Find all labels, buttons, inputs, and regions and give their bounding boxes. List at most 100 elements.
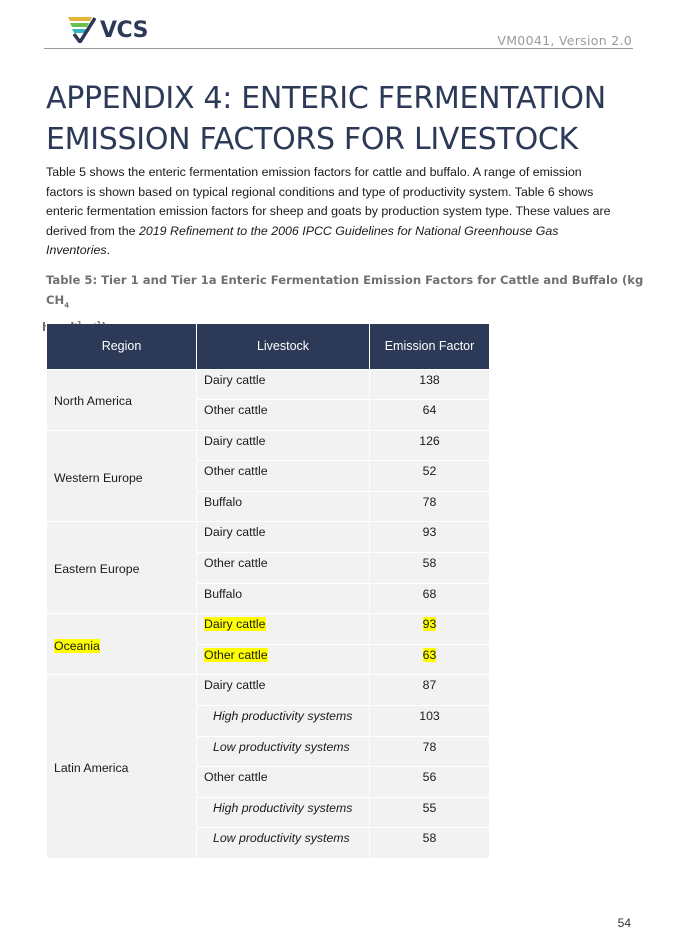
region-label: Oceania xyxy=(54,638,100,653)
table-row: Low productivity systems 58 xyxy=(47,827,490,859)
livestock-cell: Dairy cattle xyxy=(196,368,370,401)
emission-factor-cell: 93 xyxy=(369,613,490,645)
emission-factor-value: 87 xyxy=(422,678,437,693)
region-label: Latin America xyxy=(54,761,129,776)
region-cell: Oceania xyxy=(46,613,197,676)
livestock-cell: Other cattle xyxy=(196,552,370,584)
emission-factor-cell: 87 xyxy=(369,674,490,707)
region-label: Western Europe xyxy=(54,470,143,485)
emission-factor-value: 103 xyxy=(419,709,440,724)
livestock-label: Buffalo xyxy=(204,586,243,601)
page-title: APPENDIX 4: ENTERIC FERMENTATION EMISSIO… xyxy=(46,81,606,157)
emission-factor-value: 63 xyxy=(422,647,437,662)
intro-end: . xyxy=(106,243,111,257)
livestock-cell: Dairy cattle xyxy=(196,429,370,462)
header-livestock: Livestock xyxy=(196,324,370,370)
emission-factor-cell: 138 xyxy=(369,368,490,401)
table-header-row: Region Livestock Emission Factor xyxy=(46,324,490,370)
livestock-label: Dairy cattle xyxy=(204,678,266,693)
livestock-label: Low productivity systems xyxy=(213,831,350,846)
emission-factor-cell: 58 xyxy=(369,827,490,859)
region-cell: North America xyxy=(46,368,197,431)
emission-factor-cell: 52 xyxy=(369,460,490,492)
emission-factor-cell: 78 xyxy=(369,490,490,523)
livestock-label: Dairy cattle xyxy=(204,525,266,540)
livestock-label: Dairy cattle xyxy=(204,617,266,632)
livestock-cell: High productivity systems xyxy=(196,796,370,829)
intro-paragraph: Table 5 shows the enteric fermentation e… xyxy=(46,163,616,261)
emission-factor-value: 58 xyxy=(422,556,437,571)
table-row: Oceania Dairy cattle 93 xyxy=(46,613,490,676)
emission-factor-cell: 56 xyxy=(369,766,490,798)
region-label: Eastern Europe xyxy=(54,562,140,577)
emission-factor-value: 55 xyxy=(422,800,437,815)
livestock-label: High productivity systems xyxy=(213,800,353,815)
emission-factor-table: Region Livestock Emission Factor North A… xyxy=(46,324,490,859)
emission-factor-value: 52 xyxy=(422,464,437,479)
emission-factor-cell: 78 xyxy=(369,735,490,768)
region-cell: Latin America xyxy=(46,674,197,859)
livestock-cell: Other cattle xyxy=(196,460,370,492)
emission-factor-value: 78 xyxy=(422,739,437,754)
region-cell: Western Europe xyxy=(46,429,197,523)
region-label: North America xyxy=(54,394,132,409)
livestock-cell: High productivity systems xyxy=(196,705,370,737)
emission-factor-cell: 63 xyxy=(369,643,490,676)
vcs-logo-icon xyxy=(68,17,96,43)
page-number: 54 xyxy=(617,916,631,930)
livestock-label: Low productivity systems xyxy=(213,739,350,754)
table-row: Other cattle 64 xyxy=(47,399,490,431)
livestock-cell: Buffalo xyxy=(196,582,370,615)
table-row: Low productivity systems 78 xyxy=(47,735,490,768)
vcs-logo: VCS xyxy=(68,17,148,43)
livestock-cell: Buffalo xyxy=(196,490,370,523)
emission-factor-value: 56 xyxy=(422,770,437,785)
table-row: Western Europe Dairy cattle 126 xyxy=(46,429,490,523)
table-row: Eastern Europe Dairy cattle 93 xyxy=(46,521,490,615)
logo-text: VCS xyxy=(100,17,148,43)
livestock-label: Other cattle xyxy=(204,464,268,479)
emission-factor-cell: 64 xyxy=(369,399,490,431)
livestock-cell: Low productivity systems xyxy=(196,735,370,768)
emission-factor-cell: 126 xyxy=(369,429,490,462)
livestock-label: Buffalo xyxy=(204,494,243,509)
livestock-label: High productivity systems xyxy=(213,709,353,724)
emission-factor-value: 78 xyxy=(422,494,437,509)
emission-factor-value: 138 xyxy=(419,372,440,387)
document-version: VM0041, Version 2.0 xyxy=(497,33,632,48)
livestock-cell: Dairy cattle xyxy=(196,521,370,554)
livestock-cell: Other cattle xyxy=(196,399,370,431)
livestock-label: Other cattle xyxy=(204,647,268,662)
header-divider xyxy=(44,48,633,49)
livestock-cell: Low productivity systems xyxy=(196,827,370,859)
emission-factor-value: 64 xyxy=(422,403,437,418)
livestock-cell: Other cattle xyxy=(196,766,370,798)
caption-sub: 4 xyxy=(64,300,70,309)
table-row: Buffalo 78 xyxy=(47,490,490,523)
emission-factor-value: 93 xyxy=(422,525,437,540)
livestock-label: Other cattle xyxy=(204,770,268,785)
emission-factor-value: 68 xyxy=(422,586,437,601)
emission-factor-cell: 93 xyxy=(369,521,490,554)
livestock-cell: Other cattle xyxy=(196,643,370,676)
emission-factor-cell: 103 xyxy=(369,705,490,737)
intro-text: Table 5 shows the enteric fermentation e… xyxy=(46,165,611,238)
emission-factor-value: 58 xyxy=(422,831,437,846)
table-row: Latin America Dairy cattle 87 xyxy=(46,674,490,859)
emission-factor-value: 126 xyxy=(419,433,440,448)
emission-factor-cell: 68 xyxy=(369,582,490,615)
table-row: North America Dairy cattle 138 xyxy=(46,368,490,431)
region-cell: Eastern Europe xyxy=(46,521,197,615)
livestock-label: Other cattle xyxy=(204,403,268,418)
table-row: High productivity systems 55 xyxy=(47,796,490,829)
table-row: Other cattle 63 xyxy=(47,643,490,676)
intro-reference: 2019 Refinement to the 2006 IPCC Guideli… xyxy=(46,223,559,258)
header-emission-factor: Emission Factor xyxy=(369,324,490,370)
livestock-label: Other cattle xyxy=(204,556,268,571)
table-row: Buffalo 68 xyxy=(47,582,490,615)
emission-factor-value: 93 xyxy=(422,617,437,632)
livestock-cell: Dairy cattle xyxy=(196,613,370,645)
emission-factor-cell: 55 xyxy=(369,796,490,829)
header-region: Region xyxy=(46,324,197,370)
table-row: Other cattle 56 xyxy=(47,766,490,798)
